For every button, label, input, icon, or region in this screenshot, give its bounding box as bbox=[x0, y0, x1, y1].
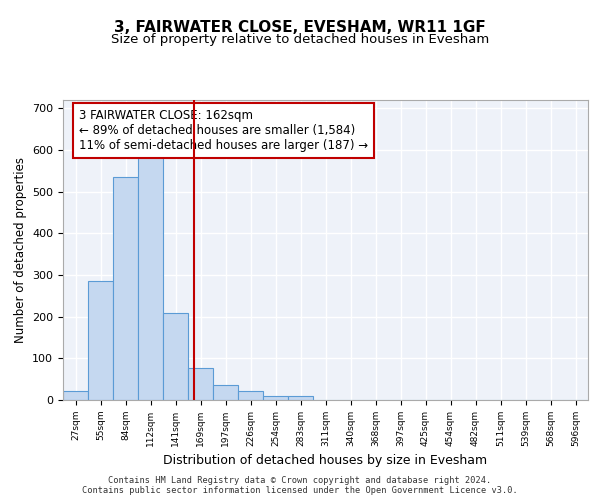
Text: 3, FAIRWATER CLOSE, EVESHAM, WR11 1GF: 3, FAIRWATER CLOSE, EVESHAM, WR11 1GF bbox=[114, 20, 486, 35]
Text: Contains HM Land Registry data © Crown copyright and database right 2024.
Contai: Contains HM Land Registry data © Crown c… bbox=[82, 476, 518, 495]
Text: Size of property relative to detached houses in Evesham: Size of property relative to detached ho… bbox=[111, 32, 489, 46]
Bar bbox=[113, 177, 138, 400]
Text: 3 FAIRWATER CLOSE: 162sqm
← 89% of detached houses are smaller (1,584)
11% of se: 3 FAIRWATER CLOSE: 162sqm ← 89% of detac… bbox=[79, 109, 368, 152]
Y-axis label: Number of detached properties: Number of detached properties bbox=[14, 157, 26, 343]
Bar bbox=[238, 391, 263, 400]
Bar bbox=[213, 385, 238, 400]
Bar bbox=[63, 391, 88, 400]
Bar bbox=[88, 281, 113, 400]
Bar bbox=[138, 154, 163, 400]
Bar bbox=[188, 368, 213, 400]
Bar bbox=[288, 396, 313, 400]
Bar bbox=[263, 396, 288, 400]
X-axis label: Distribution of detached houses by size in Evesham: Distribution of detached houses by size … bbox=[163, 454, 488, 468]
Bar bbox=[163, 312, 188, 400]
